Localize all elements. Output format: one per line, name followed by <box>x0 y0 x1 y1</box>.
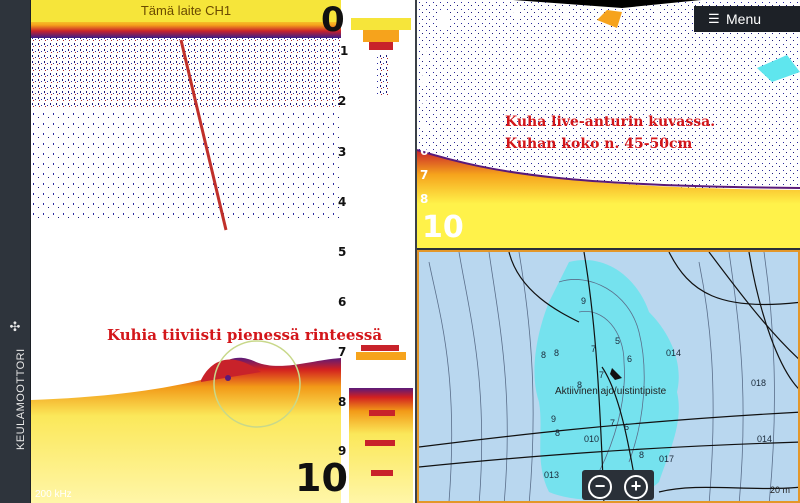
depth-tick: 6 <box>338 295 347 309</box>
depth-tick: 7 <box>338 345 347 359</box>
zoom-in-button[interactable]: + <box>624 475 648 499</box>
sonar-source-title[interactable]: Tämä laite CH1 <box>140 3 232 18</box>
depth-tick: 4 <box>338 195 347 209</box>
sonar-panel[interactable]: Tämä laite CH1 0 10 1 2 3 4 5 6 7 8 9 Ku… <box>31 0 417 503</box>
live-annotation-line1: Kuha live-anturin kuvassa. <box>505 114 716 130</box>
depth-sounding: 7 <box>599 370 605 380</box>
vessel-label[interactable]: Aktiivinen ajo/uistintipiste <box>555 386 667 397</box>
depth-tick: 3 <box>338 145 347 159</box>
sonar-annotation: Kuhia tiiviisti pienessä rinteessä <box>107 326 383 344</box>
side-toolbar[interactable]: ✣ KEULAMOOTTORI <box>0 0 31 503</box>
depth-tick: 3 <box>420 72 429 86</box>
depth-sounding: 8 <box>541 350 547 360</box>
fish-marker-label[interactable]: 018 <box>751 378 767 388</box>
depth-tick: 1 <box>340 44 349 58</box>
sonar-title-bar <box>31 0 341 22</box>
fish-marker-label[interactable]: 014 <box>666 348 682 358</box>
livesight-panel[interactable]: -8 -4 -2 2 4 8 1 2 3 4 5 6 7 8 10 Kuha l… <box>417 0 800 248</box>
depth-sounding: 9 <box>551 414 557 424</box>
depth-sounding: 9 <box>581 296 587 306</box>
propeller-icon: ✣ <box>9 319 21 334</box>
range-top-label: 0 <box>321 0 345 40</box>
depth-tick: 1 <box>420 26 429 40</box>
livesight-image <box>417 0 800 248</box>
depth-tick: 5 <box>420 120 429 134</box>
hamburger-icon: ☰ <box>708 11 720 26</box>
menu-label: Menu <box>726 11 762 27</box>
trolling-motor-label: KEULAMOOTTORI <box>15 348 27 450</box>
depth-tick: 9 <box>338 444 347 458</box>
x-tick: -8 <box>429 8 452 32</box>
zoom-controls: − + <box>582 470 654 500</box>
range-bottom-label: 10 <box>295 456 348 500</box>
depth-sounding: 6 <box>624 422 630 432</box>
frequency-label: 200 kHz <box>35 489 72 500</box>
depth-sounding: 5 <box>615 336 621 346</box>
depth-sounding: 6 <box>627 354 633 364</box>
fish-marker-label[interactable]: 017 <box>659 454 675 464</box>
fish-marker-label[interactable]: 010 <box>584 434 600 444</box>
depth-sounding: 8 <box>554 348 560 358</box>
menu-button[interactable]: ☰ Menu <box>694 6 800 32</box>
depth-tick: 7 <box>420 168 429 182</box>
depth-tick: 6 <box>420 144 429 158</box>
chart-panel[interactable]: Aktiivinen ajo/uistintipiste 014 018 010… <box>417 250 800 503</box>
depth-tick: 2 <box>338 94 347 108</box>
scale-label: 20 m <box>770 485 791 495</box>
fish-marker-label[interactable]: 013 <box>544 470 560 480</box>
depth-tick: 8 <box>338 395 347 409</box>
depth-tick: 4 <box>420 96 429 110</box>
x-tick: -2 <box>557 6 571 20</box>
x-tick: 2 <box>653 6 662 20</box>
depth-tick: 2 <box>420 48 429 62</box>
depth-sounding: 7 <box>610 418 616 428</box>
nautical-chart <box>419 252 798 501</box>
zoom-out-button[interactable]: − <box>588 475 612 499</box>
live-annotation-line2: Kuhan koko n. 45-50cm <box>505 136 693 152</box>
fish-marker-label[interactable]: 014 <box>757 434 773 444</box>
depth-tick: 5 <box>338 245 347 259</box>
sonar-image <box>31 18 413 503</box>
depth-sounding: 8 <box>555 428 561 438</box>
depth-sounding: 8 <box>577 380 583 390</box>
depth-sounding: 7 <box>591 344 597 354</box>
depth-sounding: 8 <box>639 450 645 460</box>
live-range-bottom: 10 <box>422 210 464 245</box>
x-tick: -4 <box>507 6 521 20</box>
depth-tick: 8 <box>420 192 429 206</box>
